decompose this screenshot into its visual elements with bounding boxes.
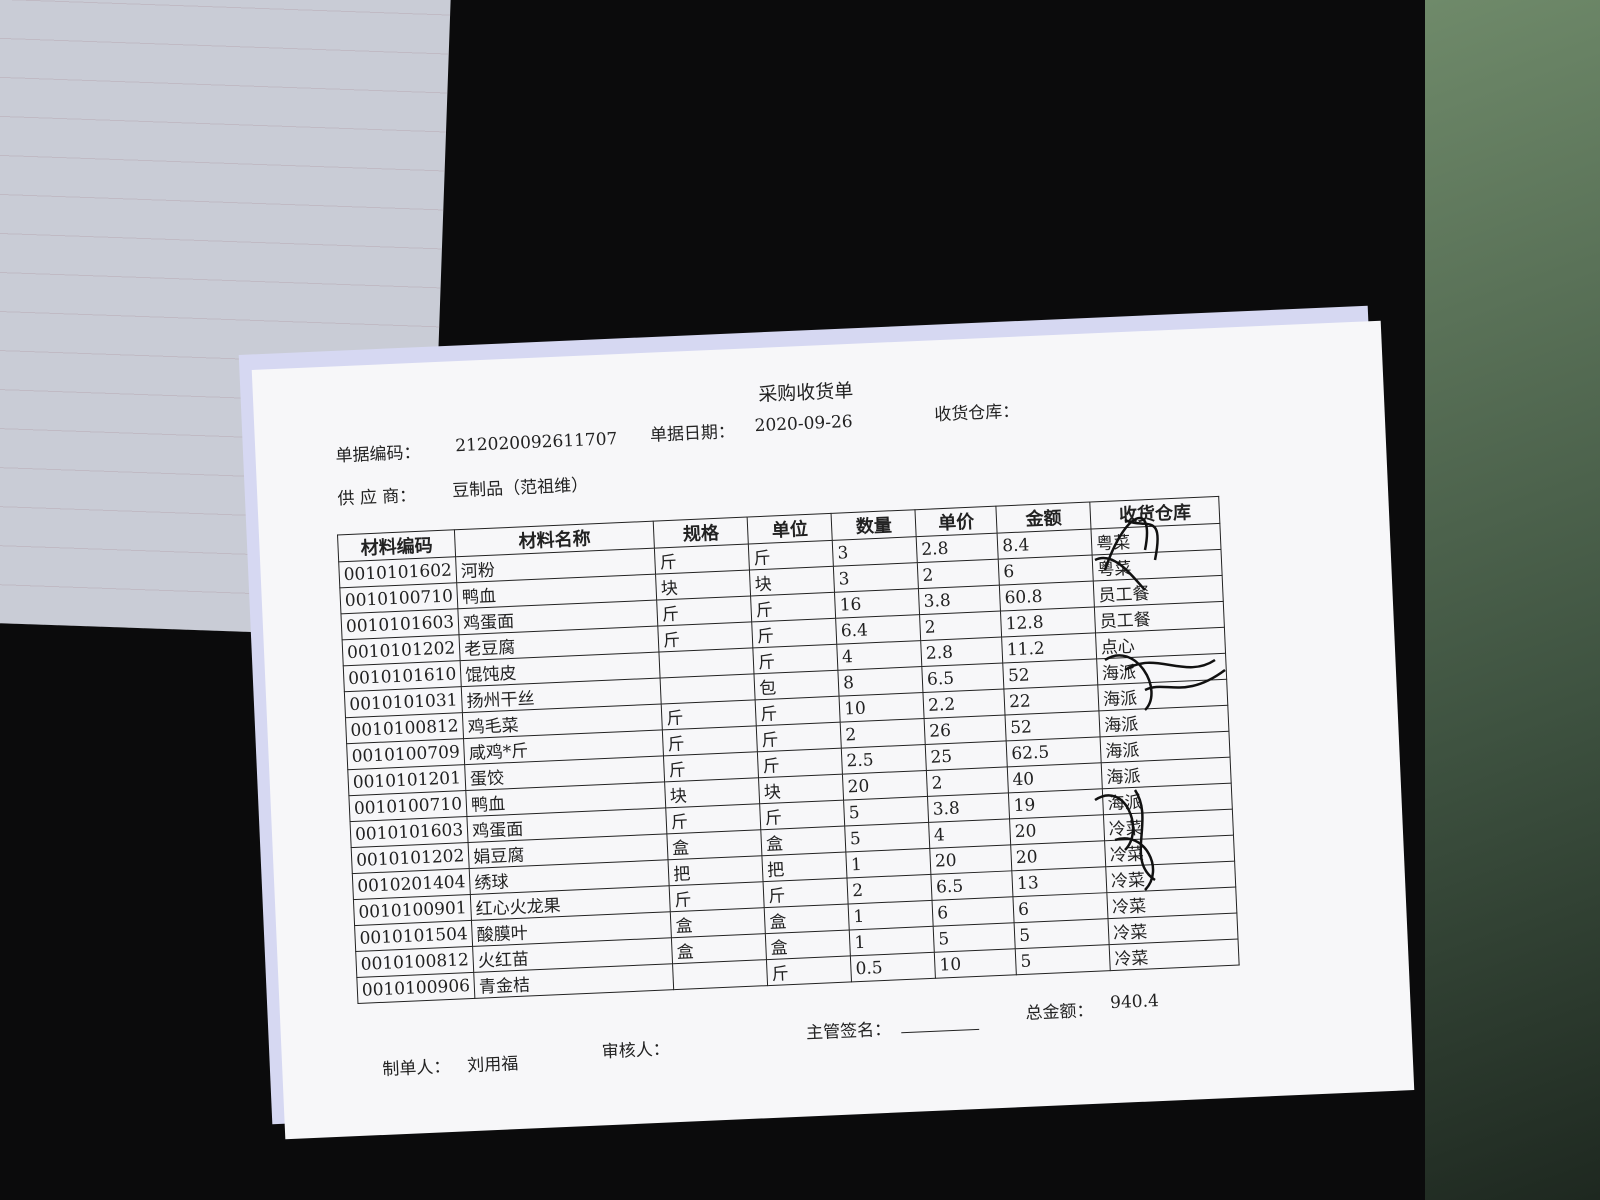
table-cell: 盒 — [760, 826, 847, 856]
table-cell: 3 — [832, 536, 918, 567]
doc-no-label: 单据编码： — [335, 442, 421, 467]
doc-no: 212020092611707 — [454, 429, 618, 457]
table-cell: 斤 — [766, 955, 852, 986]
table-cell: 8 — [838, 666, 924, 697]
table-cell: 3.8 — [918, 585, 1001, 615]
table-cell: 5 — [1015, 944, 1111, 975]
table-cell: 0010100906 — [356, 972, 476, 1004]
table-cell: 10 — [839, 692, 925, 723]
reviewer-label: 审核人： — [601, 1039, 671, 1063]
table-cell — [672, 959, 768, 990]
table-cell: 包 — [754, 670, 840, 700]
table-cell: 2.2 — [923, 689, 1006, 719]
table-cell: 6.4 — [835, 614, 921, 645]
supplier: 豆制品（范祖维） — [451, 475, 589, 502]
title: 采购收货单 — [757, 379, 854, 406]
table-cell: 斤 — [751, 618, 837, 648]
table-cell: 10 — [934, 948, 1017, 979]
column-header: 金额 — [996, 502, 1092, 534]
table-cell: 斤 — [657, 621, 754, 653]
table-cell: 斤 — [748, 540, 834, 570]
warehouse-label: 收货仓库： — [933, 401, 1020, 426]
date: 2020-09-26 — [754, 411, 854, 437]
table-cell: 5 — [933, 922, 1016, 953]
table-cell: 斤 — [753, 644, 839, 674]
table-cell: 2.8 — [920, 637, 1003, 667]
column-header: 规格 — [653, 517, 749, 549]
table-cell: 盒 — [765, 929, 851, 960]
table-cell: 6.5 — [921, 663, 1005, 693]
table-cell: 2 — [847, 874, 933, 904]
table-cell — [660, 673, 756, 704]
table-cell: 块 — [749, 566, 835, 596]
table-cell: 26 — [924, 714, 1007, 745]
handwritten-signatures — [1094, 516, 1226, 891]
table-cell: 斤 — [665, 803, 761, 834]
table-cell: 6 — [932, 896, 1015, 927]
table-cell: 2.5 — [841, 744, 927, 775]
column-header: 单价 — [915, 506, 998, 537]
table-cell: 4 — [836, 640, 922, 671]
table-cell: 斤 — [662, 725, 758, 756]
table-cell: 2 — [926, 766, 1009, 797]
table-cell: 斤 — [759, 800, 845, 830]
table-cell: 5 — [844, 822, 930, 853]
table-cell: 斤 — [654, 544, 750, 575]
table-cell: 20 — [929, 844, 1012, 875]
maker: 刘用福 — [466, 1054, 519, 1077]
table-cell: 1 — [846, 848, 932, 879]
table-cell: 块 — [758, 774, 844, 804]
table-cell: 2 — [919, 611, 1002, 641]
table-cell: 16 — [834, 588, 920, 619]
table-cell: 1 — [849, 926, 935, 956]
table-cell: 4 — [928, 818, 1011, 849]
table-cell: 0.5 — [850, 952, 936, 982]
signature-line — [901, 1028, 980, 1034]
table-cell: 1 — [848, 900, 934, 930]
table-cell: 3 — [833, 562, 919, 593]
table-cell: 2 — [917, 559, 1000, 589]
column-header: 数量 — [831, 509, 917, 541]
total: 940.4 — [1109, 991, 1160, 1014]
table-cell: 11.2 — [1001, 632, 1097, 664]
table-cell: 斤 — [756, 722, 842, 752]
maker-label: 制单人： — [381, 1057, 451, 1080]
total-label: 总金额： — [1025, 1000, 1094, 1024]
table-cell: 斤 — [763, 878, 849, 908]
table-cell: 2.8 — [916, 533, 999, 563]
table-cell: 2 — [840, 718, 926, 749]
table-cell: 3.8 — [927, 792, 1010, 823]
table-cell: 斤 — [757, 748, 843, 778]
table-cell: 斤 — [755, 696, 841, 726]
table-cell: 20 — [842, 770, 928, 801]
date-label: 单据日期： — [649, 422, 736, 446]
column-header: 单位 — [747, 513, 833, 545]
supervisor-label: 主管签名： — [805, 1019, 892, 1044]
table-cell: 盒 — [671, 933, 767, 964]
table-cell: 把 — [668, 855, 764, 886]
table-cell: 盒 — [764, 903, 850, 934]
table-cell: 斤 — [750, 592, 836, 622]
table-cell: 把 — [762, 852, 848, 882]
table-cell: 25 — [925, 740, 1008, 771]
table-cell: 5 — [843, 796, 929, 827]
table-cell: 6.5 — [931, 870, 1014, 901]
table-cell: 冷菜 — [1109, 939, 1240, 971]
background-cloth — [1425, 0, 1600, 1200]
supplier-label: 供 应 商： — [337, 485, 417, 510]
